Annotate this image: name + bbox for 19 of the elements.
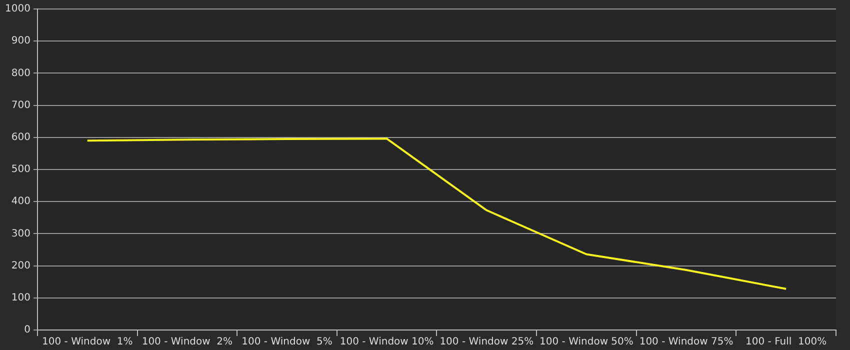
x-tick-label: 100 - Window 5% (242, 336, 332, 348)
y-tick-label: 1000 (4, 4, 30, 15)
y-tick-label: 500 (11, 164, 30, 176)
x-tick-label: 100 - Window 25% (440, 336, 534, 348)
y-tick-label: 200 (11, 260, 30, 272)
y-tick-label: 100 (11, 292, 30, 304)
x-tick-label: 100 - Window 1% (42, 336, 133, 348)
y-tick-label: 600 (11, 132, 30, 143)
x-tick-label: 100 - Window 2% (142, 336, 233, 348)
x-tick-label: 100 - Window 50% (540, 336, 634, 348)
x-tick-label: 100 - Full 100% (746, 336, 827, 348)
x-tick-label: 100 - Window 75% (639, 336, 734, 348)
y-tick-label: 800 (11, 68, 30, 79)
x-tick-label: 100 - Window 10% (340, 336, 434, 348)
y-tick-label: 700 (11, 100, 30, 111)
y-tick-label: 300 (11, 228, 30, 240)
y-tick-label: 900 (11, 36, 30, 47)
y-tick-label: 0 (24, 324, 30, 336)
y-tick-label: 400 (11, 196, 30, 208)
